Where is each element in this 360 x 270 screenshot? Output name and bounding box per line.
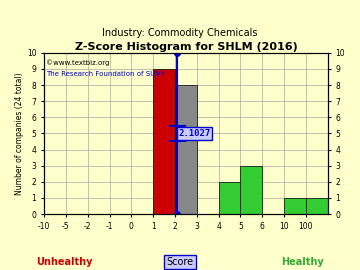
Text: ©www.textbiz.org: ©www.textbiz.org: [46, 59, 109, 66]
Title: Z-Score Histogram for SHLM (2016): Z-Score Histogram for SHLM (2016): [75, 42, 297, 52]
Y-axis label: Number of companies (24 total): Number of companies (24 total): [15, 72, 24, 195]
Bar: [240, 166, 262, 214]
Text: Score: Score: [166, 257, 194, 267]
Bar: [153, 69, 175, 214]
Text: Healthy: Healthy: [281, 257, 324, 267]
Bar: [219, 182, 240, 214]
Bar: [284, 198, 306, 214]
Text: Unhealthy: Unhealthy: [37, 257, 93, 267]
Text: Industry: Commodity Chemicals: Industry: Commodity Chemicals: [102, 28, 258, 38]
Bar: [175, 85, 197, 214]
Text: The Research Foundation of SUNY: The Research Foundation of SUNY: [46, 71, 165, 77]
Bar: [306, 198, 328, 214]
Text: 2.1027: 2.1027: [178, 129, 211, 138]
